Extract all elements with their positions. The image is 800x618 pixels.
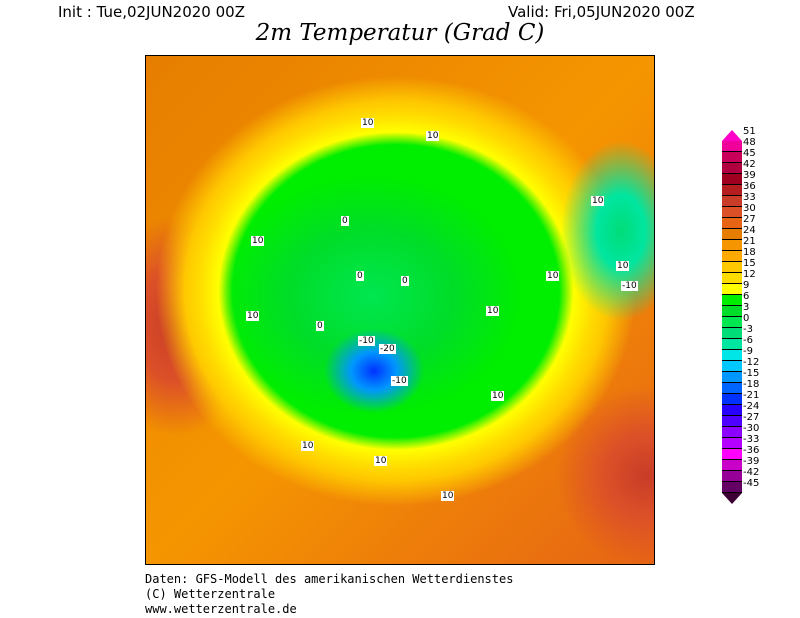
contour-label: 10 (251, 236, 265, 246)
contour-label: 10 (546, 271, 560, 281)
colorbar-bin (722, 482, 742, 493)
contour-label: 10 (441, 491, 455, 501)
colorbar-tick-label: -3 (743, 324, 753, 335)
color-scale (722, 130, 742, 504)
colorbar-bin (722, 372, 742, 383)
contour-label: 10 (301, 441, 315, 451)
init-time: Init : Tue,02JUN2020 00Z (58, 3, 245, 21)
footer-url: www.wetterzentrale.de (145, 602, 297, 616)
colorbar-tick-label: -42 (743, 467, 760, 478)
colorbar-bin (722, 185, 742, 196)
colorbar-bin (722, 471, 742, 482)
colorbar-tick-label: 45 (743, 148, 756, 159)
colorbar-tick-label: -45 (743, 478, 760, 489)
colorbar-tick-label: 12 (743, 269, 756, 280)
colorbar-bin (722, 229, 742, 240)
colorbar-bin (722, 196, 742, 207)
colorbar-top-arrow (722, 130, 742, 141)
contour-label: 0 (341, 216, 349, 226)
colorbar-bin (722, 207, 742, 218)
colorbar-bin (722, 295, 742, 306)
colorbar-tick-label: -21 (743, 390, 760, 401)
contour-label: -10 (358, 336, 375, 346)
contour-label: 10 (426, 131, 440, 141)
colorbar-tick-label: -33 (743, 434, 760, 445)
colorbar-tick-label: -30 (743, 423, 760, 434)
colorbar-bin (722, 449, 742, 460)
colorbar-tick-label: -27 (743, 412, 760, 423)
colorbar-bin (722, 438, 742, 449)
contour-label: 10 (374, 456, 388, 466)
colorbar-tick-label: 51 (743, 126, 756, 137)
colorbar-bin (722, 174, 742, 185)
colorbar-tick-label: 15 (743, 258, 756, 269)
contour-label: 10 (361, 118, 375, 128)
colorbar-bin (722, 350, 742, 361)
colorbar-tick-label: 33 (743, 192, 756, 203)
chart-title: 2m Temperatur (Grad C) (255, 20, 545, 46)
colorbar-bin (722, 152, 742, 163)
colorbar-bin (722, 262, 742, 273)
contour-label: -20 (379, 344, 396, 354)
contour-label: 10 (246, 311, 260, 321)
colorbar-tick-label: 3 (743, 302, 750, 313)
colorbar-bottom-arrow (722, 493, 742, 504)
colorbar-tick-label: 48 (743, 137, 756, 148)
colorbar-bin (722, 427, 742, 438)
colorbar-tick-label: 36 (743, 181, 756, 192)
colorbar-bin (722, 328, 742, 339)
colorbar-bin (722, 163, 742, 174)
colorbar-tick-label: 18 (743, 247, 756, 258)
contour-label: 0 (316, 321, 324, 331)
colorbar-tick-label: -36 (743, 445, 760, 456)
colorbar-tick-label: 0 (743, 313, 750, 324)
colorbar-tick-label: 39 (743, 170, 756, 181)
footer-source: Daten: GFS-Modell des amerikanischen Wet… (145, 572, 514, 586)
colorbar-bin (722, 317, 742, 328)
colorbar-tick-label: 42 (743, 159, 756, 170)
colorbar-bin (722, 416, 742, 427)
colorbar-bin (722, 141, 742, 152)
colorbar-bin (722, 218, 742, 229)
colorbar-bin (722, 240, 742, 251)
contour-label: 0 (401, 276, 409, 286)
contour-label: 10 (616, 261, 630, 271)
contour-label: 10 (486, 306, 500, 316)
colorbar-tick-label: 6 (743, 291, 750, 302)
contour-label: 10 (491, 391, 505, 401)
colorbar-tick-label: -39 (743, 456, 760, 467)
colorbar-bin (722, 273, 742, 284)
color-scale-labels: 51 48 45 42 39 36 33 30 27 24 21 18 15 12 9 6 3 0 -3 -6 -9 -1… (743, 126, 759, 489)
colorbar-bin (722, 339, 742, 350)
colorbar-tick-label: -12 (743, 357, 760, 368)
contour-label: 0 (356, 271, 364, 281)
colorbar-bin (722, 361, 742, 372)
colorbar-tick-label: -6 (743, 335, 753, 346)
temperature-map: 10 10 10 10 10 0 0 0 -10 -20 -10 10 10 1… (145, 55, 655, 565)
colorbar-tick-label: -24 (743, 401, 760, 412)
contour-label: 10 (591, 196, 605, 206)
contour-label: -10 (621, 281, 638, 291)
colorbar-bin (722, 460, 742, 471)
colorbar-tick-label: 30 (743, 203, 756, 214)
contour-label: -10 (391, 376, 408, 386)
colorbar-tick-label: -18 (743, 379, 760, 390)
colorbar-tick-label: 24 (743, 225, 756, 236)
colorbar-tick-label: 9 (743, 280, 750, 291)
colorbar-tick-label: 27 (743, 214, 756, 225)
colorbar-tick-label: -9 (743, 346, 753, 357)
colorbar-bin (722, 383, 742, 394)
colorbar-bin (722, 284, 742, 295)
colorbar-bin (722, 394, 742, 405)
colorbar-tick-label: 21 (743, 236, 756, 247)
footer-copyright: (C) Wetterzentrale (145, 587, 276, 601)
colorbar-bin (722, 306, 742, 317)
colorbar-bin (722, 405, 742, 416)
colorbar-tick-label: -15 (743, 368, 760, 379)
valid-time: Valid: Fri,05JUN2020 00Z (508, 3, 695, 21)
colorbar-bin (722, 251, 742, 262)
